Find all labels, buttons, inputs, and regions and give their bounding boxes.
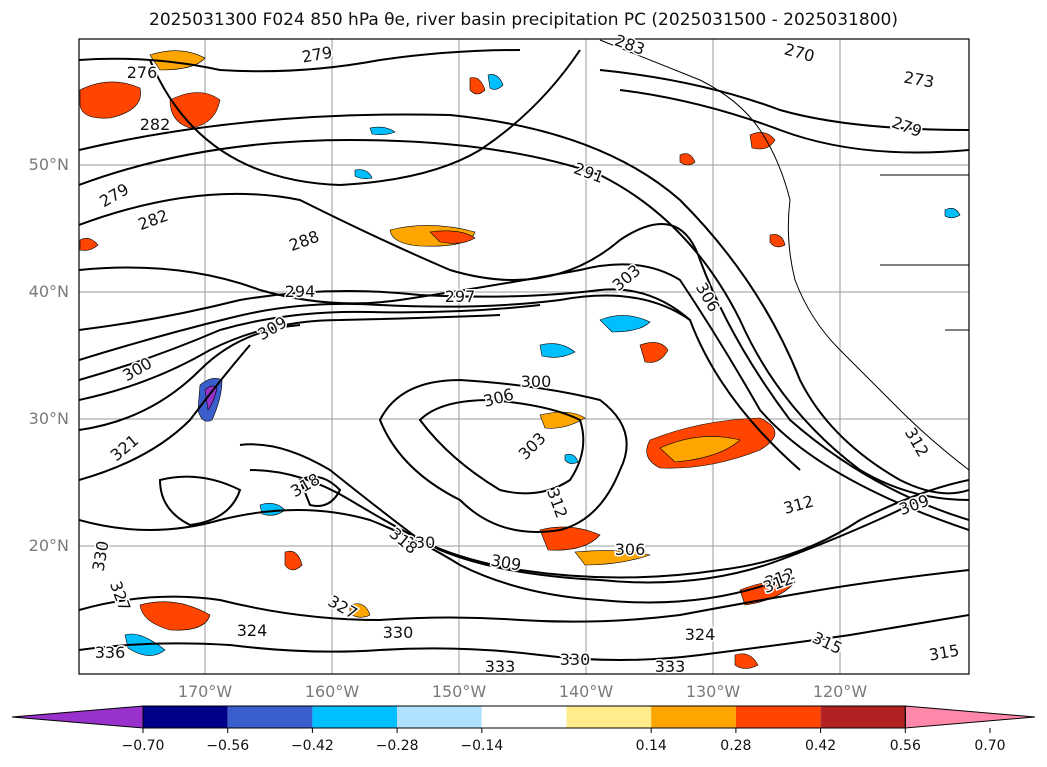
colorbar-extend-high (904, 705, 1036, 729)
lon-label: 130°W (685, 682, 741, 701)
colorbar-tick-label: −0.28 (375, 738, 419, 754)
colorbar-segment (820, 706, 906, 728)
colorbar-segment (143, 706, 228, 728)
lon-label: 140°W (558, 682, 614, 701)
colorbar-tick-label: 0.28 (720, 738, 752, 754)
lat-label: 20°N (28, 536, 69, 555)
colorbar-tick-label: 0.56 (889, 738, 921, 754)
colorbar-tick-label: −0.42 (290, 738, 334, 754)
colorbar-segment (651, 706, 736, 728)
colorbar-segment (735, 706, 821, 728)
contour-label: 324 (237, 621, 268, 640)
graticule (79, 39, 969, 674)
contour-label: 297 (445, 287, 476, 306)
contour-label: 276 (127, 63, 158, 82)
colorbar (11, 705, 1036, 733)
contour-label: 330 (405, 533, 436, 552)
colorbar-tick-label: 0.42 (805, 738, 837, 754)
contour-label: 294 (285, 282, 316, 301)
theta-e-contours (79, 49, 969, 661)
lon-label: 150°W (431, 682, 487, 701)
contour-label: 324 (685, 625, 716, 644)
map-title: 2025031300 F024 850 hPa θe, river basin … (149, 10, 898, 30)
contour-label: 333 (485, 657, 516, 676)
lon-label: 120°W (812, 682, 868, 701)
map-plot-area (79, 39, 969, 674)
colorbar-segment (397, 706, 482, 728)
colorbar-border (142, 705, 906, 729)
contour-label: 333 (655, 657, 686, 676)
colorbar-extend-low (11, 705, 144, 729)
contour-label: 282 (140, 115, 171, 134)
contour-label: 330 (560, 650, 591, 669)
lat-label: 40°N (28, 282, 69, 301)
colorbar-segment (481, 706, 567, 728)
coastlines (599, 39, 969, 471)
colorbar-segment (566, 706, 652, 728)
contour-label: 300 (521, 372, 552, 391)
lon-label: 170°W (177, 682, 233, 701)
lat-label: 30°N (28, 409, 69, 428)
contour-label: 306 (615, 540, 646, 559)
contour-label: 330 (383, 623, 414, 642)
lat-label: 50°N (28, 155, 69, 174)
colorbar-segment (227, 706, 313, 728)
colorbar-tick-label: −0.14 (460, 738, 504, 754)
colorbar-tick-label: −0.70 (121, 738, 165, 754)
colorbar-tick-label: −0.56 (206, 738, 250, 754)
colorbar-segment (312, 706, 398, 728)
map-frame (78, 38, 970, 675)
contour-label: 336 (95, 643, 126, 662)
colorbar-tick-label: 0.14 (635, 738, 667, 754)
lon-label: 160°W (304, 682, 360, 701)
precip-pc-shading (79, 50, 961, 669)
colorbar-tick-label: 0.70 (974, 738, 1006, 754)
